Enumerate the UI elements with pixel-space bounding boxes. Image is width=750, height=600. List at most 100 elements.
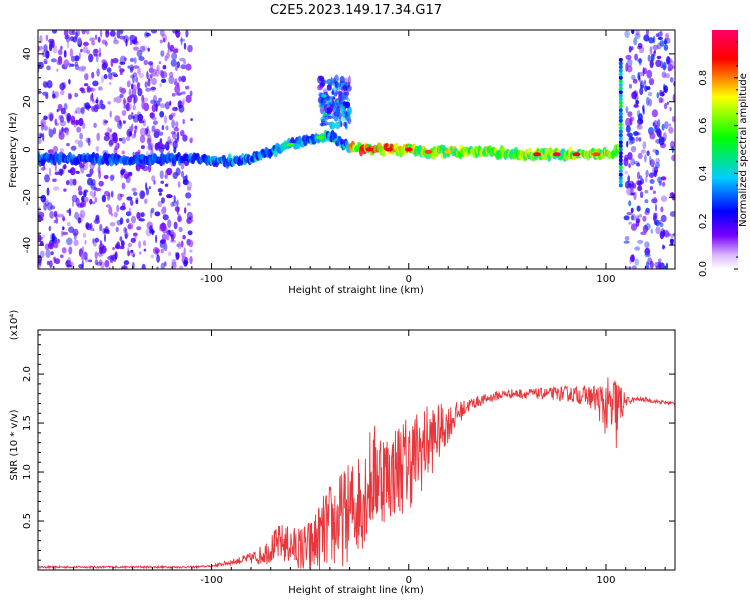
spectrogram-noise-cell	[46, 260, 50, 266]
spectrogram-noise-cell	[105, 229, 110, 235]
spectrogram-noise-cell	[642, 215, 647, 222]
spectrogram-noise-cell	[91, 201, 96, 205]
spectrogram-noise-cell	[114, 115, 121, 123]
spectrogram-noise-cell	[74, 110, 78, 114]
spectrogram-noise-cell	[159, 170, 164, 180]
spectrogram-noise-cell	[54, 91, 59, 99]
spectrogram-noise-cell	[625, 125, 631, 133]
spectrogram-noise-cell	[136, 211, 141, 220]
spectrogram-noise-cell	[135, 197, 139, 203]
spectrogram-noise-cell	[177, 181, 181, 188]
spectrogram-noise-cell	[634, 32, 641, 40]
spectrogram-noise-cell	[128, 126, 133, 131]
spectrogram-noise-cell	[168, 114, 173, 121]
snr-y-tick-label: 1.0	[22, 464, 33, 480]
spectrogram-noise-cell	[154, 100, 161, 107]
spectrogram-noise-cell	[166, 140, 172, 144]
spectrogram-noise-cell	[174, 78, 178, 82]
spectrogram-noise-cell	[628, 163, 631, 169]
spectrogram-noise-cell	[159, 39, 163, 44]
spectrogram-peak-cell	[365, 147, 374, 152]
spectrogram-noise-cell	[649, 132, 656, 140]
spectrogram-noise-cell	[660, 206, 664, 213]
spectrogram-noise-cell	[127, 223, 134, 230]
spectrogram-noise-cell	[660, 214, 667, 223]
spectrogram-noise-cell	[651, 109, 659, 118]
spectrogram-noise-cell	[136, 111, 141, 117]
spectrogram-noise-cell	[60, 230, 64, 238]
spectrogram-streak-cell	[618, 147, 623, 152]
spectrogram-streak-cell	[618, 136, 623, 141]
spectrogram-noise-cell	[341, 117, 348, 122]
spectrogram-noise-cell	[173, 112, 176, 117]
spectrogram-noise-cell	[122, 120, 126, 124]
spectrogram-noise-cell	[134, 125, 138, 134]
spectrogram-noise-cell	[659, 133, 662, 138]
spectrogram-noise-cell	[40, 194, 47, 203]
spectrogram-noise-cell	[659, 89, 663, 96]
spectrogram-noise-cell	[180, 170, 185, 178]
spectrogram-noise-cell	[53, 127, 56, 135]
spectrogram-streak-cell	[618, 108, 623, 113]
spectrogram-noise-cell	[655, 33, 660, 38]
spectrogram-noise-cell	[341, 110, 344, 117]
spectrogram-noise-cell	[79, 132, 83, 140]
spectrogram-noise-cell	[42, 81, 48, 88]
spectrogram-streak-cell	[618, 111, 623, 116]
spectrogram-noise-cell	[660, 176, 667, 181]
spectrogram-noise-cell	[652, 44, 659, 51]
spectrogram-noise-cell	[175, 121, 179, 128]
spectrogram-noise-cell	[163, 37, 166, 43]
spectrogram-noise-cell	[45, 50, 50, 59]
spectrogram-noise-cell	[127, 95, 133, 103]
spectrogram-noise-cell	[646, 96, 650, 106]
spectrogram-noise-cell	[150, 30, 158, 34]
spectrogram-noise-cell	[164, 183, 169, 187]
spectrogram-noise-cell	[150, 254, 155, 259]
spectrogram-noise-cell	[131, 187, 137, 192]
spectrogram-noise-cell	[655, 149, 659, 156]
spectrogram-noise-cell	[186, 181, 193, 190]
spectrogram-noise-cell	[643, 34, 650, 42]
spectrogram-streak-cell	[618, 129, 623, 134]
spectrogram-noise-cell	[83, 66, 86, 70]
spectrogram-noise-cell	[335, 90, 339, 95]
spectrogram-noise-cell	[143, 248, 147, 252]
spectrogram-noise-cell	[128, 131, 133, 137]
spectrogram-noise-cell	[653, 49, 657, 54]
spectrogram-noise-cell	[155, 234, 158, 244]
spectrogram-noise-cell	[658, 97, 663, 104]
spectrogram-noise-cell	[174, 206, 180, 212]
spectrogram-noise-cell	[626, 140, 629, 148]
spectrogram-noise-cell	[332, 110, 335, 119]
spectrogram-noise-cell	[174, 251, 179, 256]
spectrogram-noise-cell	[628, 136, 634, 141]
spectrogram-noise-cell	[138, 218, 145, 222]
spectrogram-noise-cell	[663, 102, 668, 110]
spectrogram-noise-cell	[123, 97, 126, 106]
colorbar-tick-label: 0.2	[698, 213, 709, 229]
spectrogram-noise-cell	[176, 199, 179, 207]
spectrogram-noise-cell	[49, 113, 54, 122]
spectrogram-noise-cell	[632, 78, 638, 84]
spectrogram-noise-cell	[637, 185, 642, 191]
spectrogram-noise-cell	[89, 198, 93, 205]
spectrogram-noise-cell	[52, 178, 57, 182]
spectrogram-noise-cell	[154, 211, 161, 217]
spectrogram-peak-cell	[316, 135, 324, 140]
spectrogram-noise-cell	[159, 83, 162, 88]
spectrogram-noise-cell	[58, 116, 63, 121]
spectrogram-noise-cell	[48, 127, 51, 133]
spectrogram-noise-cell	[63, 30, 69, 37]
spectrogram-noise-cell	[142, 97, 149, 102]
spectrogram-noise-cell	[81, 195, 85, 203]
spectrogram-noise-cell	[647, 257, 653, 265]
spectrogram-noise-cell	[83, 189, 89, 193]
spectrogram-noise-cell	[331, 97, 334, 104]
spectrogram-streak-cell	[618, 154, 623, 159]
spectrogram-noise-cell	[664, 231, 670, 239]
spectrogram-noise-cell	[61, 247, 67, 254]
spectrogram-noise-cell	[127, 250, 130, 257]
spectrogram-noise-cell	[326, 78, 332, 85]
spectrogram-noise-cell	[115, 96, 122, 104]
